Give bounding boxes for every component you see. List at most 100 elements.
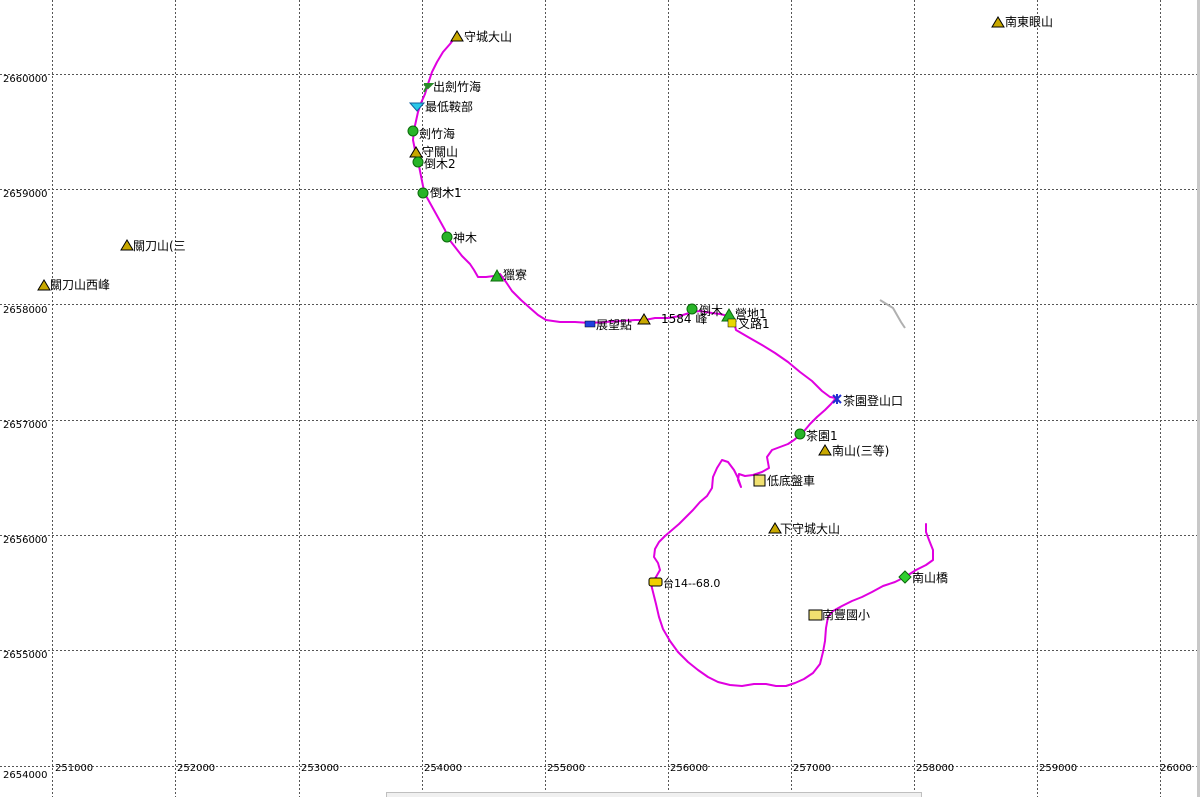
x-axis-label: 251000 xyxy=(55,763,93,774)
tree-icon xyxy=(417,187,429,199)
y-axis-label: 2654000 xyxy=(3,770,48,781)
x-axis-label: 256000 xyxy=(670,763,708,774)
waypoint-label: 出劍竹海 xyxy=(433,79,481,94)
y-axis-label: 2659000 xyxy=(3,189,48,200)
y-axis-label: 2658000 xyxy=(3,305,48,316)
school-icon xyxy=(808,609,823,621)
tree-icon xyxy=(794,428,806,440)
waypoint-label: 南東眼山 xyxy=(1005,14,1053,29)
waypoint-label: 展望點 xyxy=(596,318,632,332)
tree-icon xyxy=(412,156,424,168)
waypoint-label: 守關山 xyxy=(422,145,458,159)
waypoint-label: 南豐國小 xyxy=(822,607,870,622)
waypoint-label: 茶園1 xyxy=(806,428,838,443)
waypoint-daomu-1[interactable]: 倒木1 xyxy=(417,186,462,200)
faint-track xyxy=(879,299,906,329)
waypoint-daomu[interactable]: 倒木 xyxy=(686,303,723,318)
waypoint-nanfeng-school[interactable]: 南豐國小 xyxy=(808,607,870,622)
x-axis-label: 258000 xyxy=(916,763,954,774)
waypoint-label: 守城大山 xyxy=(464,30,512,44)
waypoint-label: 獵寮 xyxy=(503,267,527,282)
waypoint-nanshan-sandeng[interactable]: 南山(三等) xyxy=(818,443,889,458)
waypoint-shoucheng-dashan[interactable]: 守城大山 xyxy=(450,30,512,44)
saddle-icon xyxy=(408,102,426,112)
waypoint-jian-zhuhai[interactable]: 劍竹海 xyxy=(407,125,455,141)
x-axis-label: 257000 xyxy=(793,763,831,774)
x-axis-labels: 251000 252000 253000 254000 255000 25600… xyxy=(55,763,1192,774)
mountain-icon xyxy=(37,279,51,291)
waypoint-label: 關刀山西峰 xyxy=(50,278,110,292)
waypoint-zhanwangdian[interactable]: 展望點 xyxy=(584,318,632,332)
y-axis-label: 2655000 xyxy=(3,650,48,661)
y-axis-label: 2660000 xyxy=(3,74,48,85)
y-axis-label: 2656000 xyxy=(3,535,48,546)
waypoint-peak-1584[interactable]: 1584 峰 xyxy=(637,312,707,326)
waypoint-lieliao[interactable]: 獵寮 xyxy=(490,267,527,282)
mountain-icon xyxy=(450,30,464,42)
waypoint-label: 神木 xyxy=(453,231,477,245)
waypoint-yingdi-1[interactable]: 營地1 xyxy=(721,307,767,322)
x-axis-label: 253000 xyxy=(301,763,339,774)
waypoint-label: 低底盤車 xyxy=(767,473,815,488)
waypoint-label: 劍竹海 xyxy=(419,126,455,141)
x-axis-label: 252000 xyxy=(177,763,215,774)
waypoint-daomu-2[interactable]: 倒木2 xyxy=(412,156,456,171)
car-icon xyxy=(648,577,663,587)
waypoint-tai14[interactable]: 台14--68.0 xyxy=(648,576,720,590)
mountain-icon xyxy=(409,146,423,158)
waypoint-label: 倒木1 xyxy=(430,186,462,200)
mountain-icon xyxy=(818,444,832,456)
tree-icon xyxy=(686,303,698,315)
tree-icon xyxy=(441,231,453,243)
mountain-icon xyxy=(637,313,651,325)
waypoint-label: 下守城大山 xyxy=(780,522,840,536)
bridge-icon xyxy=(898,570,912,584)
waypoint-label: 叉路1 xyxy=(738,316,770,331)
mountain-icon xyxy=(768,522,782,534)
waypoint-label: 營地1 xyxy=(735,307,767,321)
waypoint-label: 南山橋 xyxy=(912,570,948,585)
mountain-icon xyxy=(991,16,1005,28)
waypoint-chujian-zhuhai[interactable]: 出劍竹海 xyxy=(423,79,481,94)
tree-icon xyxy=(407,125,419,137)
waypoint-label: 倒木 xyxy=(699,304,723,318)
waypoint-xia-shoucheng-dashan[interactable]: 下守城大山 xyxy=(768,522,840,536)
hiker-icon xyxy=(832,394,842,404)
waypoint-zuidi-anbu[interactable]: 最低鞍部 xyxy=(408,99,473,114)
waypoint-didiche[interactable]: 低底盤車 xyxy=(753,473,815,488)
waypoint-chayuan-1[interactable]: 茶園1 xyxy=(794,428,838,443)
waypoint-guandao-shan-xifeng[interactable]: 關刀山西峰 xyxy=(37,278,110,292)
parking-icon xyxy=(753,474,766,487)
x-axis-label: 255000 xyxy=(547,763,585,774)
horizontal-scrollbar[interactable] xyxy=(386,792,922,797)
x-axis-label: 259000 xyxy=(1039,763,1077,774)
waypoint-label: 關刀山(三 xyxy=(133,239,186,253)
waypoint-label: 1584 峰 xyxy=(661,312,707,326)
waypoint-label: 最低鞍部 xyxy=(425,99,473,114)
waypoints: 守城大山 南東眼山 出劍竹海 最低鞍部 劍竹海 守關山 倒木2 xyxy=(37,14,1053,622)
waypoint-chayuan-trailhead[interactable]: 茶園登山口 xyxy=(832,393,903,408)
y-axis-label: 2657000 xyxy=(3,420,48,431)
x-axis-label: 26000 xyxy=(1160,763,1192,774)
waypoint-shenmu[interactable]: 神木 xyxy=(441,231,477,245)
x-axis-label: 254000 xyxy=(424,763,462,774)
waypoint-label: 倒木2 xyxy=(424,157,456,171)
mountain-icon xyxy=(120,239,134,251)
binoculars-icon xyxy=(584,320,596,328)
waypoint-nanshan-qiao[interactable]: 南山橋 xyxy=(898,570,948,585)
flag-icon xyxy=(423,83,435,93)
gps-track[interactable] xyxy=(412,35,934,687)
waypoint-label: 茶園登山口 xyxy=(843,393,903,408)
junction-icon xyxy=(727,318,737,328)
waypoint-label: 南山(三等) xyxy=(832,443,889,458)
y-axis-labels: 2660000 2659000 2658000 2657000 2656000 … xyxy=(3,74,48,781)
hut-icon xyxy=(490,268,504,282)
waypoint-label: 台14--68.0 xyxy=(663,576,720,590)
waypoint-chalu-1[interactable]: 叉路1 xyxy=(727,316,770,331)
window-frame-right xyxy=(1197,0,1200,797)
waypoint-guandao-shan-san[interactable]: 關刀山(三 xyxy=(120,239,186,253)
waypoint-nandongyan-shan[interactable]: 南東眼山 xyxy=(991,14,1053,29)
